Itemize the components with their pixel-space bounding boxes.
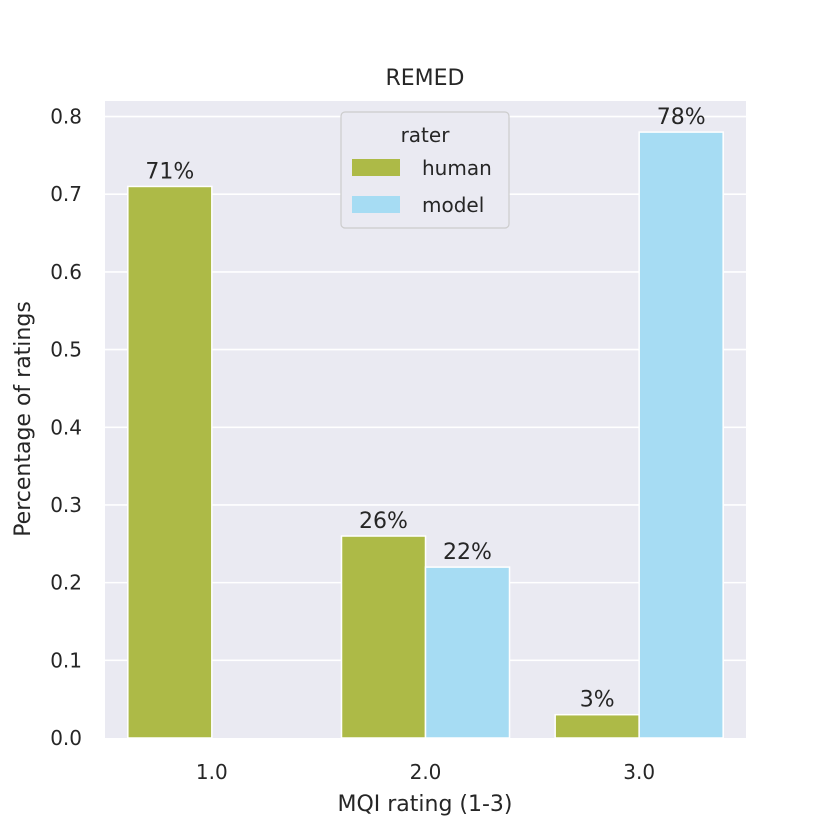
x-tick-label: 1.0 — [196, 760, 228, 784]
y-axis-label: Percentage of ratings — [11, 301, 36, 537]
y-tick-label: 0.0 — [50, 726, 82, 750]
y-tick-label: 0.1 — [50, 648, 82, 672]
bar-value-label: 26% — [359, 509, 408, 534]
bar-human — [127, 185, 213, 739]
legend-swatch-human — [352, 159, 400, 176]
y-tick-label: 0.3 — [50, 493, 82, 517]
chart-title: REMED — [385, 66, 464, 91]
y-tick-label: 0.5 — [50, 338, 82, 362]
legend-swatch-model — [352, 196, 400, 213]
y-tick-label: 0.6 — [50, 260, 82, 284]
bar-human — [340, 535, 427, 739]
y-tick-label: 0.2 — [50, 571, 82, 595]
x-tick-label: 3.0 — [623, 760, 655, 784]
bar-value-labels: 71% 26% 22% 3% 78% — [145, 105, 705, 713]
bar-value-label: 78% — [657, 105, 706, 130]
y-tick-label: 0.7 — [50, 182, 82, 206]
y-tick-labels: 0.0 0.1 0.2 0.3 0.4 0.5 0.6 0.7 0.8 — [50, 105, 82, 750]
bars — [127, 131, 724, 739]
x-tick-label: 2.0 — [410, 760, 442, 784]
x-tick-labels: 1.0 2.0 3.0 — [196, 760, 655, 784]
bar-value-label: 22% — [443, 540, 492, 565]
legend-title: rater — [401, 123, 451, 147]
bar-value-label: 71% — [145, 159, 194, 184]
y-tick-label: 0.4 — [50, 415, 82, 439]
legend: rater human model — [340, 111, 510, 229]
x-axis-label: MQI rating (1-3) — [337, 792, 512, 817]
legend-label-human: human — [422, 156, 492, 180]
bar-model — [638, 131, 724, 739]
bar-value-label: 3% — [580, 688, 615, 713]
legend-label-model: model — [422, 193, 484, 217]
bar-model — [424, 566, 511, 739]
bar-human — [554, 713, 640, 739]
y-tick-label: 0.8 — [50, 105, 82, 129]
